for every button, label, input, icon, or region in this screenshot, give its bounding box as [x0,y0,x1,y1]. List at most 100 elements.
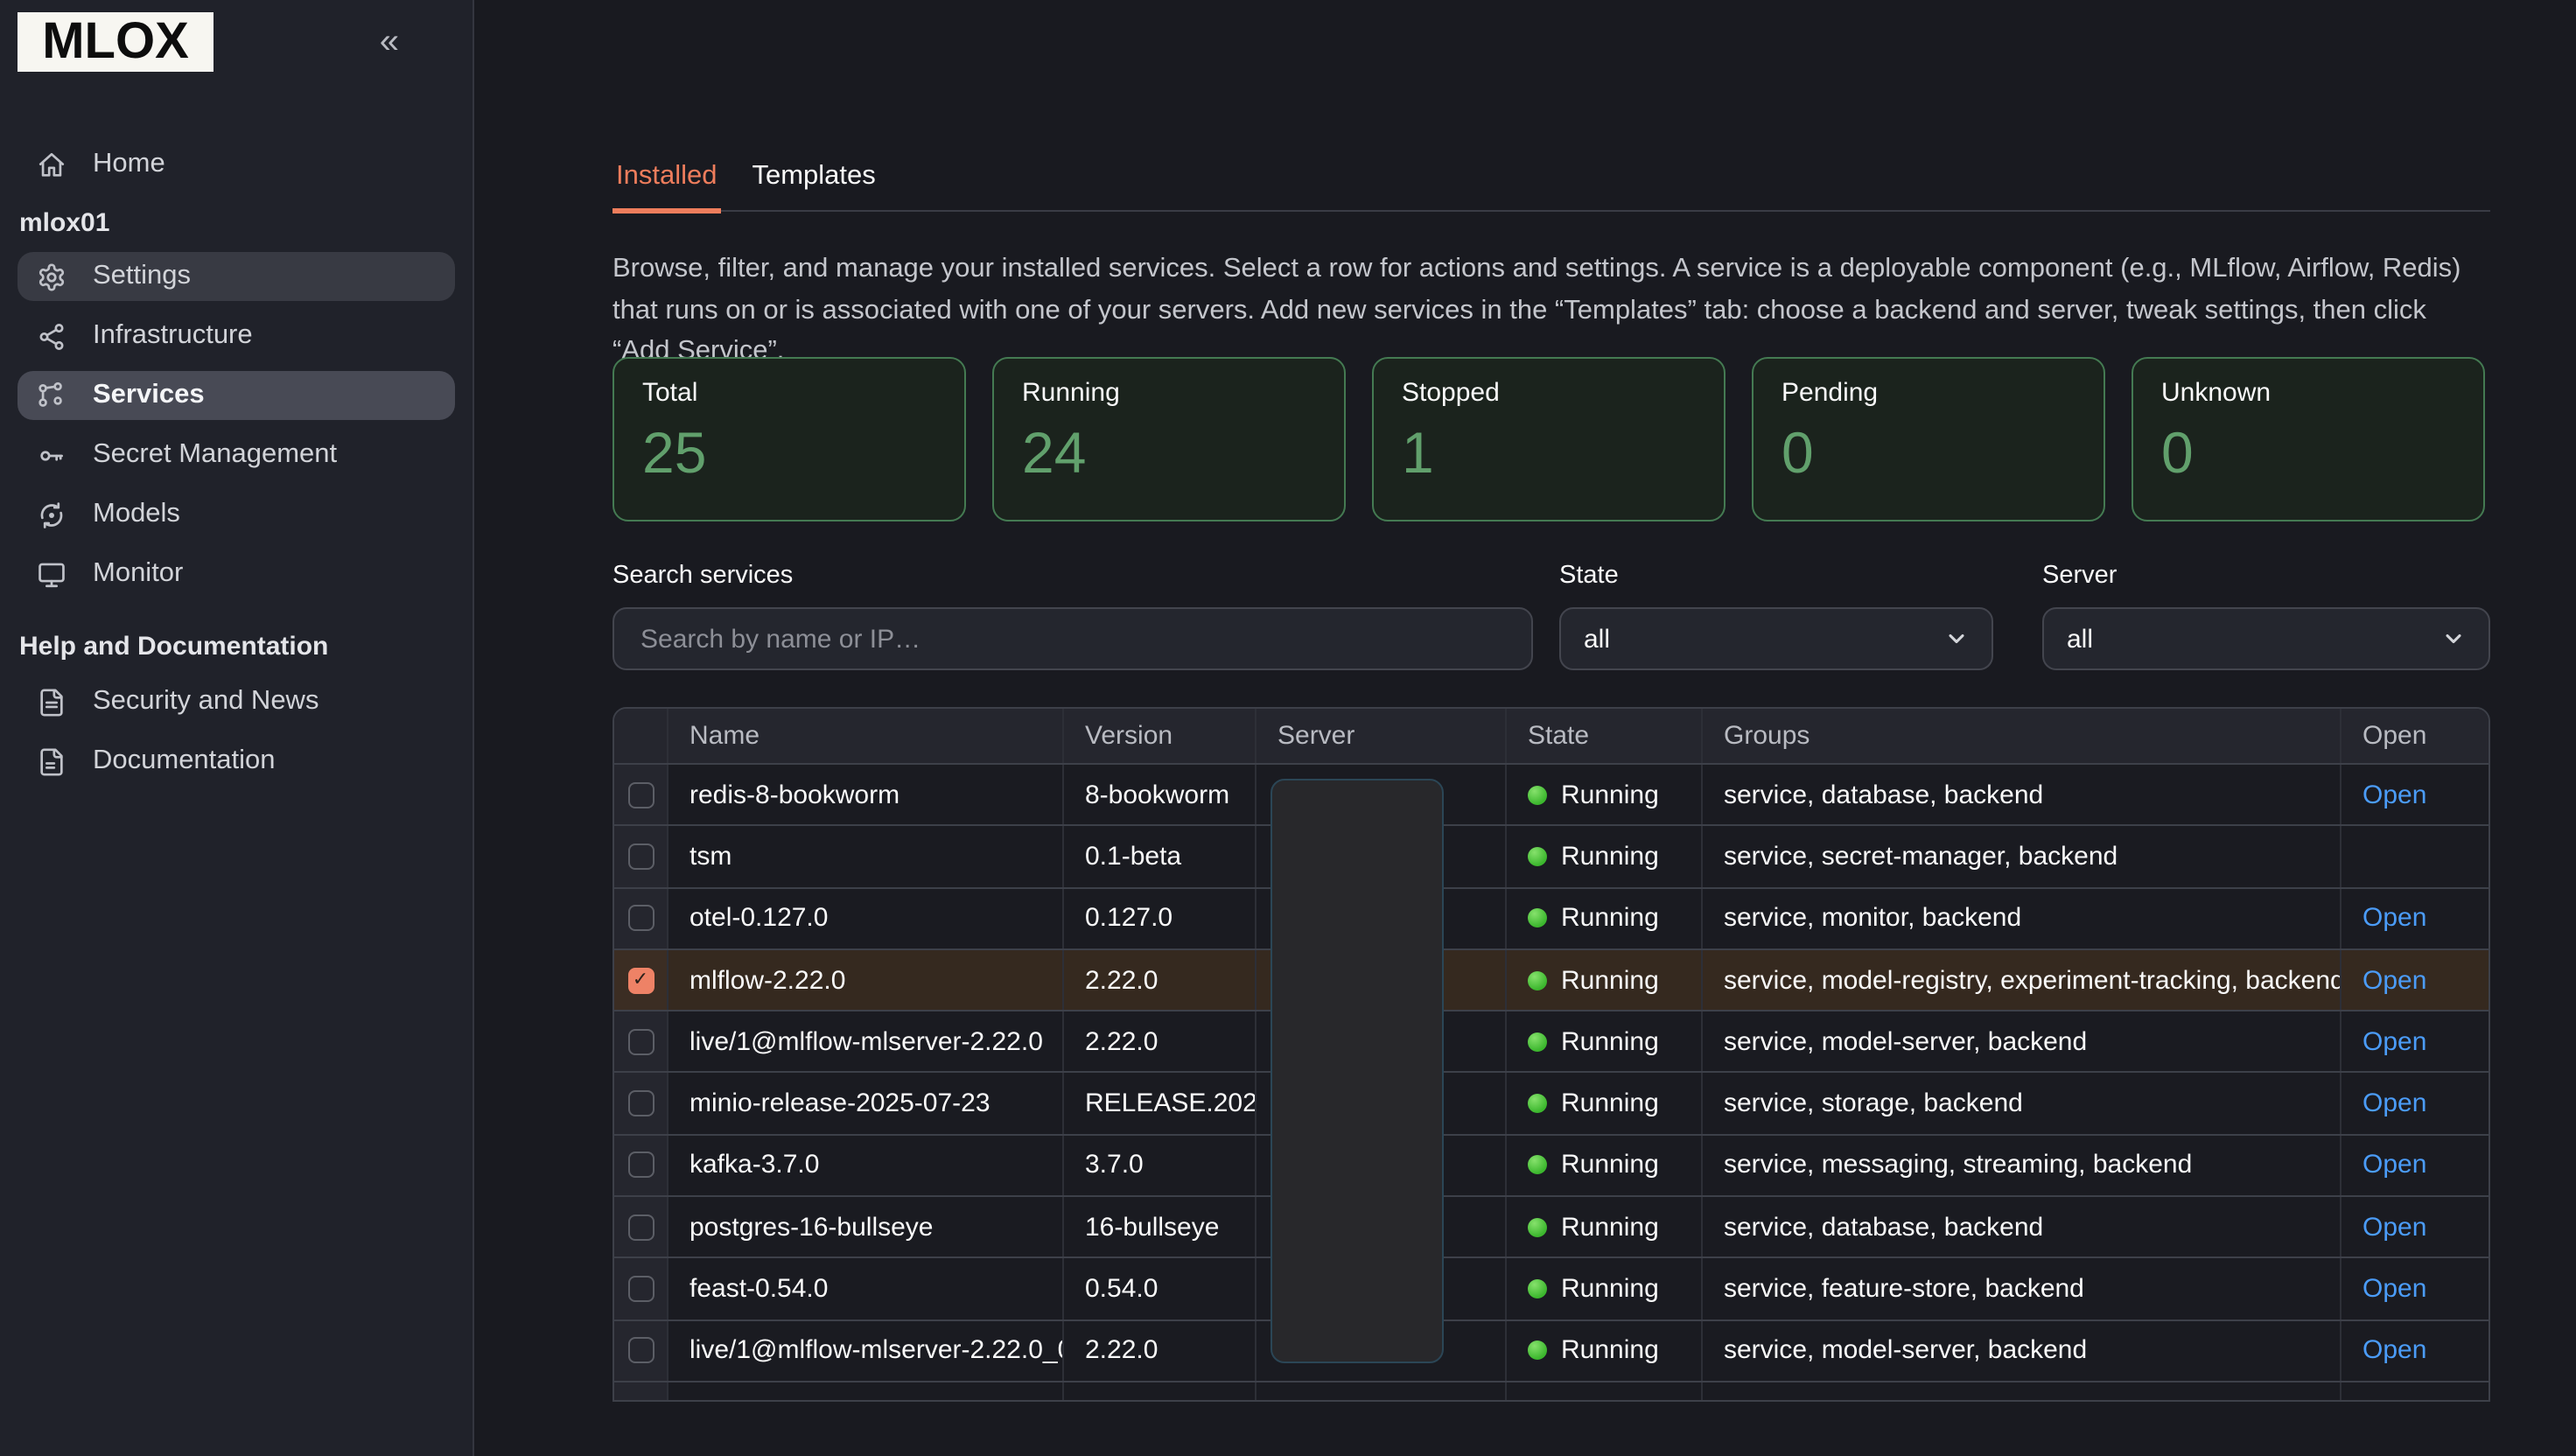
sidebar-item-security-and-news[interactable]: Security and News [18,677,455,726]
row-checkbox[interactable] [627,1399,654,1400]
stat-card-unknown: Unknown 0 [2132,357,2485,522]
row-checkbox[interactable] [627,781,654,808]
row-checkbox[interactable] [627,1090,654,1117]
row-checkbox[interactable] [627,843,654,870]
gear-icon [35,261,66,292]
table-row[interactable]: live/1@mlflow-mlserver-2.22.0_0 2.22.0 R… [614,1320,2488,1382]
sidebar-item-models[interactable]: Models [18,490,455,539]
state-label: Running [1561,1397,1659,1400]
row-checkbox[interactable] [627,1276,654,1303]
stat-cards: Total 25 Running 24 Stopped 1 Pending 0 … [612,357,2485,522]
table-row[interactable]: postgres-16-bullseye 16-bullseye Running… [614,1197,2488,1259]
server-select-value: all [2067,624,2094,654]
sidebar-item-monitor[interactable]: Monitor [18,550,455,598]
sidebar-section-project: mlox01 [19,208,110,238]
cell-version: 2.22.0 [1064,1382,1256,1400]
cell-name: minio-release-2025-07-23 [668,1073,1064,1134]
server-select[interactable]: all [2042,607,2490,670]
open-link[interactable]: Open [2362,780,2427,810]
sidebar-item-label: Documentation [93,746,276,775]
cell-state: Running [1507,1135,1703,1196]
open-link[interactable]: Open [2362,1088,2427,1119]
sidebar-item-settings[interactable]: Settings [18,252,455,301]
cell-groups: service, messaging, streaming, backend [1703,1135,2342,1196]
state-label: Running [1561,1212,1659,1242]
cell-open: Open [2342,1136,2488,1196]
table-row[interactable]: live/1@mlflow-mlserver-2.22.0_1 2.22.0 1… [614,1382,2488,1400]
column-header-version[interactable]: Version [1064,709,1256,763]
table-row[interactable]: otel-0.127.0 0.127.0 Running service, mo… [614,888,2488,950]
state-label: Running [1561,903,1659,934]
sidebar-item-services[interactable]: Services [18,371,455,420]
column-header-name[interactable]: Name [668,709,1064,763]
cell-server [1256,765,1507,825]
state-select[interactable]: all [1559,607,1993,670]
open-link[interactable]: Open [2362,1212,2427,1242]
tab-installed[interactable]: Installed [612,161,720,214]
stat-card-total: Total 25 [612,357,966,522]
cell-open [2342,827,2488,887]
sidebar-item-documentation[interactable]: Documentation [18,737,455,786]
cell-version: 0.127.0 [1064,888,1256,948]
open-link[interactable]: Open [2362,1274,2427,1305]
state-label: Running [1561,965,1659,996]
tab-templates[interactable]: Templates [752,161,876,191]
table-row[interactable]: live/1@mlflow-mlserver-2.22.0 2.22.0 Run… [614,1012,2488,1074]
sidebar-item-secret-management[interactable]: Secret Management [18,430,455,480]
table-row[interactable]: tsm 0.1-beta Running service, secret-man… [614,826,2488,889]
sidebar-section-help: Help and Documentation [19,632,329,662]
cell-groups: service, model-registry, experiment-trac… [1703,949,2342,1011]
sidebar-item-infrastructure[interactable]: Infrastructure [18,312,455,360]
cell-state: Running [1507,1073,1703,1134]
cell-version: 0.54.0 [1064,1258,1256,1320]
cell-state: Running [1507,1197,1703,1257]
sidebar-item-home[interactable]: Home [18,140,455,189]
cell-server [1256,826,1507,887]
running-status-dot [1528,908,1547,928]
running-status-dot [1528,785,1547,805]
table-row[interactable]: redis-8-bookworm 8-bookworm Running serv… [614,765,2488,827]
column-header-server[interactable]: Server [1256,709,1507,763]
page-description: Browse, filter, and manage your installe… [612,254,2461,366]
cell-version: 3.7.0 [1064,1135,1256,1196]
stat-label: Unknown [2161,378,2272,408]
row-checkbox[interactable] [627,1337,654,1364]
table-row[interactable]: minio-release-2025-07-23 RELEASE.2025-07… [614,1073,2488,1136]
column-header-open[interactable]: Open [2362,721,2427,751]
open-link[interactable]: Open [2362,1026,2427,1057]
row-checkbox[interactable] [627,1152,654,1179]
column-header-state[interactable]: State [1507,709,1703,763]
state-filter-label: State [1559,562,1619,590]
table-row[interactable]: feast-0.54.0 0.54.0 Running service, fea… [614,1258,2488,1321]
sidebar-collapse-button[interactable]: « [373,18,406,66]
cell-state: Running [1507,1258,1703,1320]
sidebar-item-label: Services [93,380,205,410]
search-input[interactable] [637,622,1508,655]
open-link[interactable]: Open [2362,903,2427,934]
table-row[interactable]: mlflow-2.22.0 2.22.0 Running service, mo… [614,949,2488,1012]
open-link[interactable]: Open [2362,1150,2427,1180]
cell-version: 8-bookworm [1064,765,1256,825]
stat-value: 25 [642,420,707,485]
row-checkbox-cell [614,888,668,948]
cell-version: 16-bullseye [1064,1197,1256,1257]
column-header-groups[interactable]: Groups [1703,709,2342,763]
cell-server [1256,888,1507,948]
table-row[interactable]: kafka-3.7.0 3.7.0 Running service, messa… [614,1135,2488,1198]
row-checkbox[interactable] [627,1028,654,1055]
open-link[interactable]: Open [2362,1397,2426,1400]
running-status-dot [1528,1340,1547,1361]
state-label: Running [1561,1335,1659,1366]
open-link[interactable]: Open [2362,1335,2427,1366]
row-checkbox-cell [614,1197,668,1257]
filter-bar: Search services State all Server [612,562,2490,670]
row-checkbox[interactable] [627,967,654,994]
cell-open: Open [2342,1320,2488,1381]
row-checkbox[interactable] [627,1214,654,1241]
open-link[interactable]: Open [2362,965,2427,996]
cell-state: Running [1507,949,1703,1011]
cell-state: Running [1507,765,1703,825]
sidebar-item-label: Security and News [93,686,319,716]
row-checkbox-cell [614,765,668,825]
row-checkbox[interactable] [627,905,654,932]
